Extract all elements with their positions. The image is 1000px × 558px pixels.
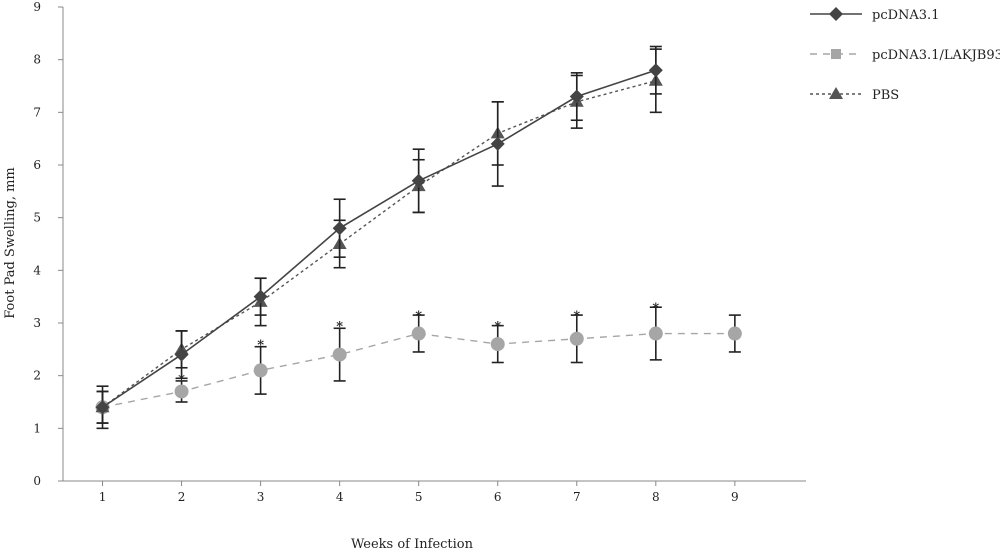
- x-tick-label: 4: [336, 490, 344, 504]
- x-tick-label: 2: [178, 490, 186, 504]
- x-tick-label: 8: [652, 490, 660, 504]
- series-1: [95, 45, 663, 430]
- data-point-circle: [332, 347, 347, 362]
- series-line: [102, 332, 735, 408]
- legend-marker: [829, 7, 843, 21]
- significance-star: *: [652, 301, 659, 316]
- legend-marker: [831, 49, 841, 59]
- data-point-circle: [727, 326, 742, 341]
- data-point-circle: [174, 384, 189, 399]
- series-line: [102, 69, 657, 408]
- y-tick-label: 2: [33, 369, 41, 383]
- data-point-circle: [411, 326, 426, 341]
- series-line: [102, 80, 656, 408]
- x-tick-label: 1: [99, 490, 107, 504]
- series-3: [95, 48, 663, 424]
- data-point-diamond: [332, 221, 347, 236]
- annotations: * * * * * * *: [178, 301, 659, 387]
- x-axis-title: Weeks of Infection: [351, 537, 474, 552]
- data-point-diamond: [95, 400, 110, 415]
- x-tick-label: 5: [415, 490, 423, 504]
- y-tick-label: 0: [33, 474, 41, 488]
- y-tick-label: 8: [33, 53, 41, 67]
- significance-star: *: [178, 372, 185, 387]
- x-tick-label: 7: [573, 490, 581, 504]
- data-point-circle: [253, 363, 268, 378]
- significance-star: *: [573, 309, 580, 324]
- significance-star: *: [415, 309, 422, 324]
- axes: 0 1 2 3 4 5 6 7 8 9 1 2 3 4 5 6 7 8 9: [33, 0, 806, 504]
- data-point-circle: [569, 331, 584, 346]
- y-tick-label: 5: [33, 211, 41, 225]
- data-point-circle: [648, 326, 663, 341]
- y-tick-label: 3: [33, 316, 41, 330]
- legend-label: PBS: [872, 88, 899, 103]
- data-point-diamond: [569, 89, 584, 104]
- data-point-circle: [490, 337, 505, 352]
- y-tick-label: 4: [33, 263, 41, 277]
- y-tick-label: 1: [33, 421, 41, 435]
- y-axis-title: Foot Pad Swelling, mm: [3, 167, 18, 319]
- data-point-diamond: [174, 347, 189, 362]
- data-point-diamond: [648, 63, 663, 78]
- y-tick-label: 9: [33, 0, 41, 14]
- significance-star: *: [257, 338, 264, 353]
- legend-label: pcDNA3.1: [872, 8, 939, 23]
- significance-star: *: [494, 320, 501, 335]
- y-tick-label: 7: [33, 105, 41, 119]
- x-tick-label: 9: [731, 490, 739, 504]
- legend-label: pcDNA3.1/LAKJB93: [872, 48, 1000, 63]
- y-tick-label: 6: [33, 158, 41, 172]
- series-layer: [95, 45, 742, 430]
- x-tick-label: 6: [494, 490, 502, 504]
- x-tick-label: 3: [257, 490, 265, 504]
- legend: pcDNA3.1 pcDNA3.1/LAKJB93 PBS: [810, 7, 1000, 103]
- data-point-diamond: [253, 289, 268, 304]
- data-point-diamond: [490, 136, 505, 151]
- series-2: [95, 306, 742, 424]
- legend-marker: [829, 87, 843, 99]
- data-point-diamond: [411, 173, 426, 188]
- significance-star: *: [336, 320, 343, 335]
